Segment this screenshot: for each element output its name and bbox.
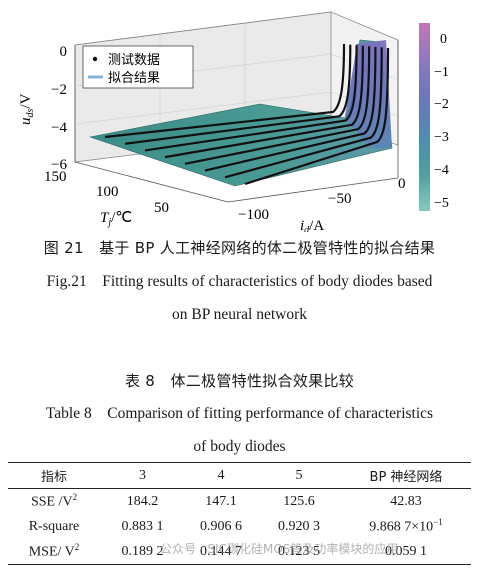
legend: 测试数据 拟合结果 <box>82 45 194 89</box>
data-line <box>144 45 358 152</box>
cell: 0.906 6 <box>200 518 242 534</box>
tj-tick-2: 50 <box>154 200 169 216</box>
id-tick-0: −100 <box>238 207 269 223</box>
figure-caption-en-line2: on BP neural network <box>171 306 308 323</box>
id-tick-2: 0 <box>398 176 406 192</box>
legend-label-fit: 拟合结果 <box>108 71 160 86</box>
table-row: R-square 0.883 1 0.906 6 0.920 3 9.868 7… <box>8 514 471 539</box>
cell: 0.123 5 <box>257 539 341 565</box>
cell: 0.059 1 <box>341 539 471 565</box>
data-line <box>104 43 346 139</box>
colorbar-tick-1: −1 <box>434 65 449 80</box>
cell: 147.1 <box>205 493 237 509</box>
fitting-surface-figure: 测试数据 拟合结果 0 −2 −4 −6 uds/V 150 100 50 Tj… <box>18 11 449 232</box>
header-5: 5 <box>257 462 341 489</box>
cell: 0.144 7 <box>185 539 257 565</box>
z-axis-label: uds/V <box>18 93 36 125</box>
tj-tick-1: 100 <box>96 184 119 200</box>
row-metric: MSE/ V2 <box>8 539 100 565</box>
colorbar: 0 −1 −2 −3 −4 −5 <box>419 23 449 211</box>
id-axis-label: id/A <box>300 218 324 232</box>
header-bp: BP 神经网络 <box>341 462 471 489</box>
header-3: 3 <box>100 462 185 489</box>
tj-axis: 150 100 50 Tj/℃ <box>44 169 169 228</box>
table-header-row: 指标 3 4 5 BP 神经网络 <box>8 462 471 489</box>
tj-tick-0: 150 <box>44 169 67 185</box>
data-line <box>224 47 383 179</box>
z-tick-1: −2 <box>51 82 67 98</box>
legend-box <box>82 45 194 89</box>
cell: 0.189 2 <box>100 539 185 565</box>
cell: 42.83 <box>390 493 422 509</box>
z-tick-0: 0 <box>60 44 68 60</box>
figure-caption-cn: 图 21 基于 BP 人工神经网络的体二极管特性的拟合结果 <box>43 239 436 257</box>
z-tick-2: −4 <box>51 120 67 136</box>
table-title-cn: 表 8 体二极管特性拟合效果比较 <box>124 372 355 390</box>
data-line <box>184 46 371 165</box>
legend-label-points: 测试数据 <box>108 53 160 68</box>
colorbar-tick-0: 0 <box>440 32 447 47</box>
table-title-en-line1: Table 8 Comparison of fitting performanc… <box>45 405 434 422</box>
table-row: SSE /V2 184.2 147.1 125.6 42.83 <box>8 489 471 515</box>
z-axis: 0 −2 −4 −6 uds/V <box>18 44 67 173</box>
cell: 0.883 1 <box>121 518 164 534</box>
colorbar-tick-5: −5 <box>434 196 449 211</box>
comparison-table: 指标 3 4 5 BP 神经网络 SSE /V2 184.2 147.1 125… <box>8 462 471 565</box>
id-axis: −100 −50 0 id/A <box>238 176 406 232</box>
colorbar-gradient <box>419 23 430 211</box>
colorbar-tick-4: −4 <box>434 163 449 178</box>
cell: 125.6 <box>283 493 315 509</box>
cell: 0.920 3 <box>278 518 320 534</box>
header-metric: 指标 <box>8 462 100 489</box>
cell: 9.868 7×10−1 <box>369 517 443 535</box>
row-metric: R-square <box>28 518 80 534</box>
header-4: 4 <box>185 462 257 489</box>
colorbar-tick-3: −3 <box>434 130 449 145</box>
cell: 184.2 <box>126 493 159 509</box>
data-line <box>244 47 390 186</box>
table-title-en-line2: of body diodes <box>193 438 286 455</box>
data-line <box>124 44 352 145</box>
measured-data-lines <box>104 43 390 186</box>
legend-marker-points <box>92 56 98 62</box>
row-metric: SSE /V2 <box>30 492 78 510</box>
figure-caption-en-line1: Fig.21 Fitting results of characteristic… <box>46 273 433 290</box>
data-line <box>204 46 377 172</box>
table-row: MSE/ V2 0.189 2 0.144 7 0.123 5 0.059 1 <box>8 539 471 565</box>
tj-axis-label: Tj/℃ <box>100 210 132 228</box>
z-tick-3: −6 <box>51 157 67 173</box>
data-line <box>164 45 364 159</box>
watermark: 公众号 · SIC碳化硅MOS管及功率模块的应用 <box>160 542 399 556</box>
colorbar-tick-2: −2 <box>434 97 449 112</box>
id-tick-1: −50 <box>328 191 351 207</box>
